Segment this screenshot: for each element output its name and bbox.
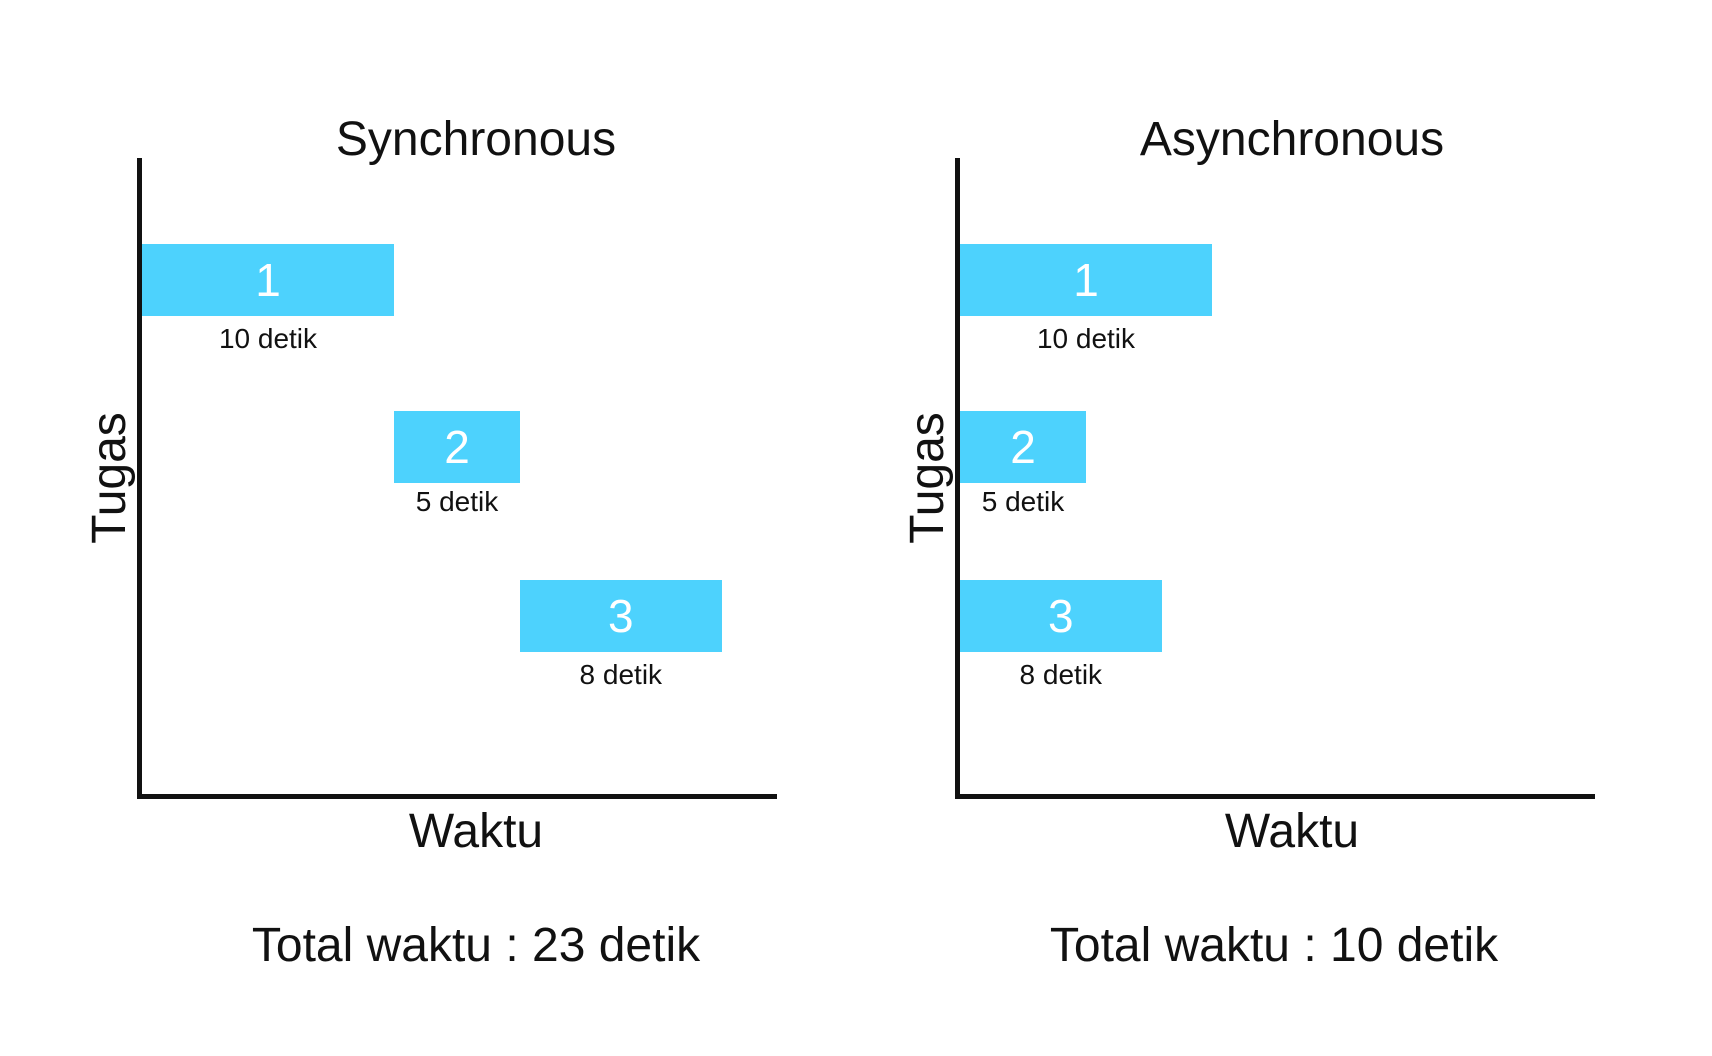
task-number-label: 2 <box>1010 421 1036 473</box>
y-axis-label: Tugas <box>901 412 954 544</box>
task-number-label: 3 <box>1048 590 1074 642</box>
task-duration-label: 8 detik <box>1019 659 1103 690</box>
y-axis-label: Tugas <box>83 412 136 544</box>
total-time-label: Total waktu : 23 detik <box>251 919 701 972</box>
x-axis-line <box>137 794 777 799</box>
task-duration-label: 5 detik <box>415 486 499 517</box>
task-number-label: 2 <box>444 421 470 473</box>
task-bar-1: 1 <box>142 244 394 316</box>
y-axis-line <box>137 158 142 799</box>
x-axis-label: Waktu <box>1224 805 1360 858</box>
chart-title: Synchronous <box>335 113 617 166</box>
task-bar-3: 3 <box>960 580 1162 652</box>
task-duration-label: 10 detik <box>1036 323 1136 354</box>
task-duration-label: 8 detik <box>579 659 663 690</box>
task-number-label: 1 <box>1073 254 1099 306</box>
task-bar-3: 3 <box>520 580 722 652</box>
task-bar-2: 2 <box>960 411 1086 483</box>
x-axis-label: Waktu <box>408 805 544 858</box>
task-number-label: 1 <box>255 254 281 306</box>
task-duration-label: 10 detik <box>218 323 318 354</box>
total-time-label: Total waktu : 10 detik <box>1049 919 1499 972</box>
task-bar-2: 2 <box>394 411 520 483</box>
x-axis-line <box>955 794 1595 799</box>
task-duration-label: 5 detik <box>981 486 1065 517</box>
y-axis-line <box>955 158 960 799</box>
task-number-label: 3 <box>608 590 634 642</box>
task-bar-1: 1 <box>960 244 1212 316</box>
chart-title: Asynchronous <box>1139 113 1445 166</box>
